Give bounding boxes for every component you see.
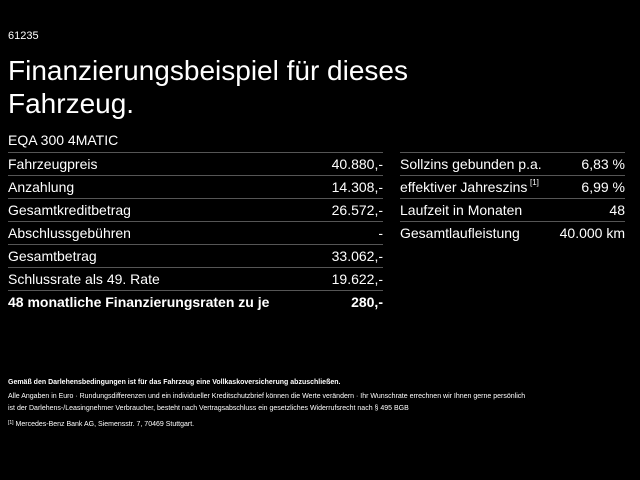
footnote-marker: [1] bbox=[8, 420, 14, 426]
notice: Gemäß den Darlehensbedingungen ist für d… bbox=[8, 379, 341, 386]
table-row: Laufzeit in Monaten 48 bbox=[400, 198, 625, 222]
details: ist der Darlehens-/Leasingnehmer Verbrau… bbox=[8, 405, 409, 412]
title: Finanzierungsbeispiel für dieses Fahrzeu… bbox=[8, 55, 408, 119]
footnote-marker: [1] bbox=[530, 178, 539, 187]
row-label: Schlussrate als 49. Rate bbox=[8, 271, 160, 287]
row-label: Sollzins gebunden p.a. bbox=[400, 156, 542, 172]
row-value: 19.622,- bbox=[331, 271, 383, 287]
row-label: Anzahlung bbox=[8, 179, 75, 195]
row-label: Abschlussgebühren bbox=[8, 225, 131, 241]
row-label: effektiver Jahreszins bbox=[400, 179, 528, 195]
row-value: 6,83 % bbox=[581, 156, 625, 172]
model: EQA 300 4MATIC bbox=[8, 132, 119, 148]
row-label: Gesamtkreditbetrag bbox=[8, 202, 131, 218]
table-row: Gesamtlaufleistung 40.000 km bbox=[400, 221, 625, 245]
table-row: Schlussrate als 49. Rate 19.622,- bbox=[8, 267, 383, 291]
table-row: Sollzins gebunden p.a. 6,83 % bbox=[400, 152, 625, 176]
row-label: 48 monatliche Finanzierungsraten zu je bbox=[8, 294, 270, 310]
footnote-text: Mercedes-Benz Bank AG, Siemensstr. 7, 70… bbox=[15, 421, 195, 428]
table-row: Fahrzeugpreis 40.880,- bbox=[8, 152, 383, 176]
right-table: Sollzins gebunden p.a. 6,83 % effektiver J… bbox=[400, 152, 625, 244]
details: Alle Angaben in Euro · Rundungsdifferenz… bbox=[8, 393, 526, 400]
left-table: Fahrzeugpreis 40.880,- Anzahlung 14.308,- Ge… bbox=[8, 152, 383, 313]
row-value: 40.880,- bbox=[331, 156, 383, 172]
row-value: 33.062,- bbox=[331, 248, 383, 264]
table-row: Abschlussgebühren - bbox=[8, 221, 383, 245]
table-row: Gesamtbetrag 33.062,- bbox=[8, 244, 383, 268]
row-value: - bbox=[378, 225, 383, 241]
row-label: Gesamtbetrag bbox=[8, 248, 97, 264]
row-label: Fahrzeugpreis bbox=[8, 156, 98, 172]
row-label: Laufzeit in Monaten bbox=[400, 202, 523, 218]
table-row: Anzahlung 14.308,- bbox=[8, 175, 383, 199]
table-row: 48 monatliche Finanzierungsraten zu je 28… bbox=[8, 290, 383, 314]
table-row: Gesamtkreditbetrag 26.572,- bbox=[8, 198, 383, 222]
footnote: [1] Mercedes-Benz Bank AG, Siemensstr. 7… bbox=[8, 420, 194, 428]
table-row: effektiver Jahreszins 6,99 % [1] bbox=[400, 175, 625, 199]
row-value: 280,- bbox=[351, 294, 383, 310]
row-value: 14.308,- bbox=[331, 179, 383, 195]
row-value: 40.000 km bbox=[559, 225, 625, 241]
row-value: 6,99 % bbox=[581, 179, 625, 195]
offer-id: 61235 bbox=[8, 30, 39, 42]
row-value: 26.572,- bbox=[331, 202, 383, 218]
row-value: 48 bbox=[609, 202, 625, 218]
row-label: Gesamtlaufleistung bbox=[400, 225, 520, 241]
